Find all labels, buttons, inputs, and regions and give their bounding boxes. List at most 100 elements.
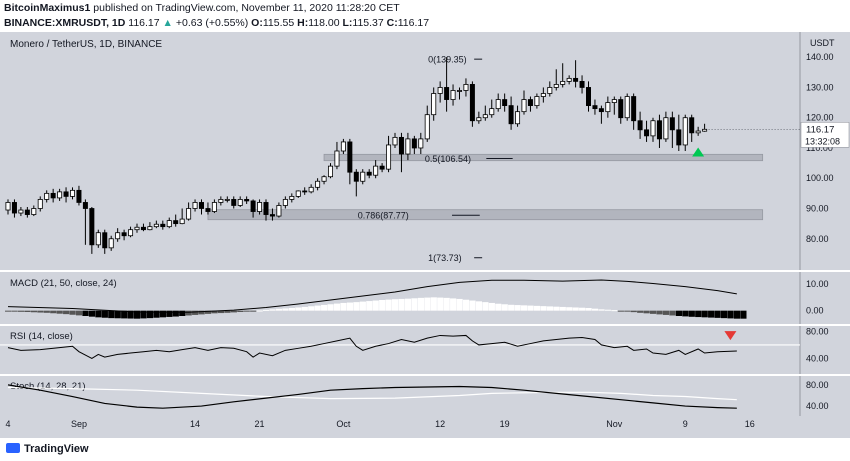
macd-histogram-bar (101, 310, 108, 318)
time-tick-label: 12 (435, 419, 445, 429)
macd-histogram-bar (708, 310, 715, 318)
macd-histogram-bar (437, 297, 444, 311)
candle-body (508, 105, 514, 125)
time-tick-label: Sep (71, 419, 87, 429)
rsi-tick-label: 80.00 (806, 326, 829, 336)
price-tick-label: 80.00 (806, 234, 829, 244)
macd-histogram-bar (75, 310, 83, 316)
high-label: H: (297, 17, 309, 29)
candle-body (527, 99, 533, 107)
candle-body (57, 191, 63, 199)
low-value: 115.37 (352, 17, 384, 29)
candle-body (205, 208, 211, 212)
macd-histogram-bar (224, 310, 231, 313)
tradingview-logo-icon (6, 443, 20, 453)
time-tick-label: 19 (500, 419, 510, 429)
author-name[interactable]: BitcoinMaximus1 (4, 2, 91, 14)
candle-body (560, 80, 566, 85)
macd-tick-label: 10.00 (806, 279, 829, 289)
macd-histogram-bar (275, 308, 283, 311)
macd-histogram-bar (211, 310, 218, 314)
macd-histogram-bar (172, 310, 179, 317)
time-axis-background (0, 416, 850, 438)
chart-footer: TradingView (0, 438, 850, 461)
macd-histogram-bar (243, 310, 250, 312)
candle-body (489, 108, 495, 116)
macd-histogram-bar (88, 310, 96, 317)
candle-body (456, 90, 462, 92)
macd-label: MACD (21, 50, close, 24) (10, 278, 117, 289)
macd-histogram-bar (533, 305, 541, 311)
macd-histogram-bar (662, 310, 670, 315)
candle-body (386, 144, 392, 170)
macd-histogram-bar (404, 298, 412, 311)
macd-histogram-bar (643, 310, 650, 314)
macd-histogram-bar (392, 299, 399, 311)
price-tick-label: 100.00 (806, 173, 834, 183)
macd-tick-label: 0.00 (806, 306, 824, 316)
candle-body (469, 84, 475, 122)
macd-histogram-bar (166, 310, 173, 317)
macd-histogram-bar (688, 310, 695, 317)
macd-histogram-bar (617, 310, 624, 312)
candle-body (160, 223, 166, 228)
tradingview-logo[interactable]: TradingView (6, 443, 89, 455)
time-tick-label: 9 (683, 419, 688, 429)
candle-body (398, 136, 404, 155)
candle-body (605, 102, 611, 113)
candle-body (37, 199, 43, 209)
candle-body (392, 136, 398, 146)
candle-body (353, 171, 359, 182)
open-value: 115.55 (262, 17, 295, 29)
macd-histogram-bar (669, 310, 676, 316)
symbol-name[interactable]: BINANCE:XMRUSDT, 1D (4, 17, 126, 29)
macd-histogram-bar (333, 303, 341, 311)
candle-body (669, 117, 675, 131)
published-text: published on TradingView.com, November 1… (93, 2, 400, 14)
macd-histogram-bar (288, 308, 295, 311)
candle-body (134, 226, 140, 231)
macd-histogram-bar (256, 310, 263, 312)
candle-body (624, 96, 630, 119)
macd-histogram-bar (50, 310, 57, 314)
high-value: 118.00 (308, 17, 340, 29)
macd-histogram-bar (540, 306, 547, 311)
symbol-line: BINANCE:XMRUSDT, 1D 116.17 ▲ +0.63 (+0.5… (4, 17, 429, 29)
stoch-label: Stoch (14, 28, 21) (10, 381, 86, 392)
candle-body (379, 165, 385, 170)
macd-histogram-bar (95, 310, 102, 318)
candle-body (128, 229, 134, 237)
macd-histogram-bar (366, 301, 373, 311)
time-tick-label: 14 (190, 419, 200, 429)
pane-rsi-background (0, 326, 800, 374)
macd-histogram-bar (69, 310, 76, 315)
candle-body (631, 96, 637, 122)
macd-histogram-bar (475, 301, 483, 311)
macd-histogram-bar (192, 310, 199, 315)
macd-histogram-bar (398, 298, 405, 311)
macd-histogram-bar (714, 310, 721, 318)
candle-body (418, 138, 424, 149)
macd-histogram-bar (359, 301, 366, 311)
macd-histogram-bar (733, 310, 741, 319)
rsi-line (7, 334, 737, 360)
candle-body (450, 90, 456, 100)
fib-label: 1(73.73) (428, 253, 462, 263)
macd-histogram-bar (469, 300, 476, 311)
macd-histogram-bar (314, 305, 321, 311)
candle-body (444, 87, 450, 100)
chart-canvas[interactable]: 80.0090.00100.00110.00120.00130.00140.00… (0, 32, 850, 438)
candle-body (295, 190, 301, 197)
price-tick-label: 130.00 (806, 82, 834, 92)
macd-line (7, 279, 737, 313)
candle-body (5, 202, 11, 211)
candle-body (76, 189, 82, 203)
candle-body (327, 165, 333, 178)
close-value: 116.17 (397, 17, 430, 29)
macd-histogram-bar (546, 306, 553, 311)
macd-histogram-bar (566, 307, 573, 311)
macd-histogram-bar (56, 310, 63, 314)
candle-body (70, 189, 76, 197)
candle-body (637, 120, 643, 131)
macd-histogram-bar (230, 310, 237, 313)
